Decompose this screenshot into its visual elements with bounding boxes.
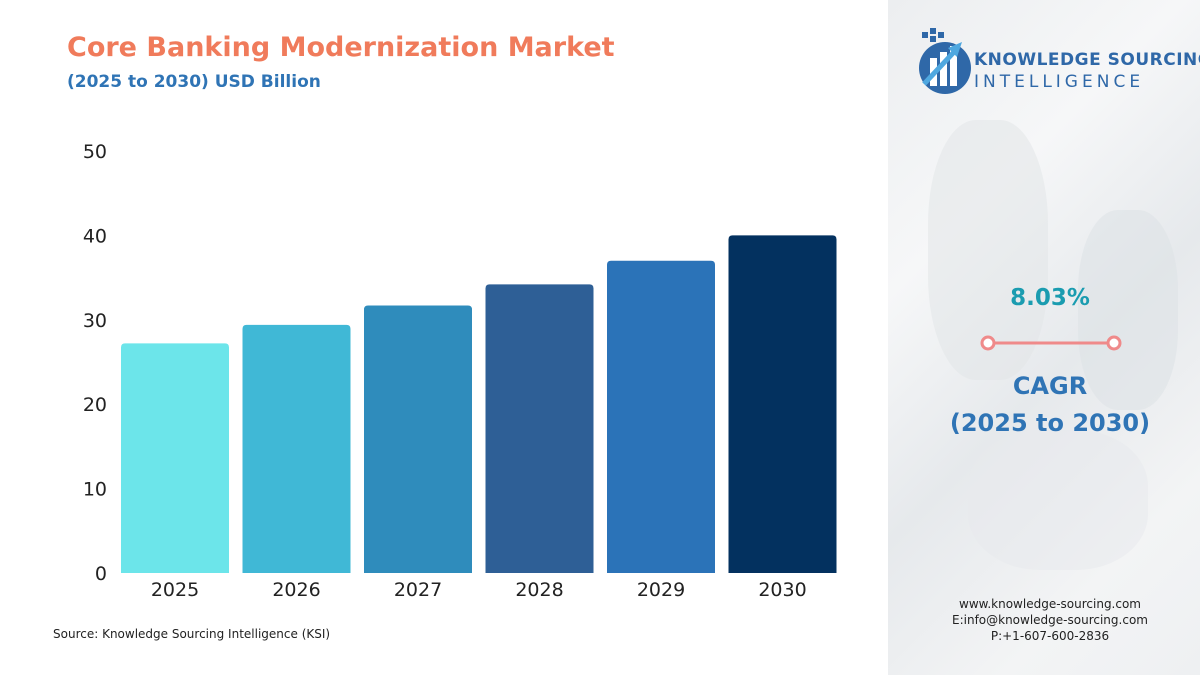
source-note: Source: Knowledge Sourcing Intelligence …: [53, 627, 331, 641]
y-tick-label: 0: [95, 563, 107, 585]
chart-subtitle: (2025 to 2030) USD Billion: [67, 72, 321, 92]
cagr-label-line1: CAGR: [1012, 372, 1088, 400]
y-axis: 0 10 20 30 40 50: [83, 141, 107, 585]
background-decoration: [1078, 210, 1178, 410]
x-tick-label: 2029: [637, 579, 685, 601]
cagr-label-line2: (2025 to 2030): [949, 409, 1151, 437]
phone-number: P:+1-607-600-2836: [990, 629, 1110, 643]
bars-group: [121, 235, 837, 573]
website-link[interactable]: www.knowledge-sourcing.com: [959, 597, 1141, 611]
bar-2029: [607, 260, 715, 573]
x-tick-label: 2026: [272, 579, 320, 601]
brand-name-line2: INTELLIGENCE: [974, 72, 1145, 92]
bar-2030: [728, 235, 837, 573]
y-tick-label: 40: [83, 225, 107, 247]
right-panel: [888, 0, 1200, 675]
x-tick-label: 2030: [758, 579, 806, 601]
bar-2027: [364, 305, 472, 573]
brand-name-line1: KNOWLEDGE SOURCING: [974, 50, 1200, 70]
x-tick-label: 2028: [515, 579, 563, 601]
y-tick-label: 30: [83, 310, 107, 332]
background-decoration: [968, 430, 1148, 570]
cagr-divider: [980, 335, 1122, 351]
x-tick-label: 2027: [394, 579, 442, 601]
x-tick-label: 2025: [151, 579, 199, 601]
bar-2025: [121, 343, 229, 573]
x-axis: 2025 2026 2027 2028 2029 2030: [151, 579, 807, 601]
bar-arrow-globe-icon: [919, 28, 971, 94]
y-tick-label: 20: [83, 394, 107, 416]
cagr-label: CAGR (2025 to 2030): [888, 368, 1200, 442]
bar-2028: [485, 284, 594, 573]
brand-logo[interactable]: KNOWLEDGE SOURCING INTELLIGENCE: [888, 0, 1200, 110]
contact-info: www.knowledge-sourcing.com E:info@knowle…: [900, 596, 1200, 644]
bar-2026: [242, 324, 351, 573]
cagr-value: 8.03%: [1010, 285, 1090, 311]
email-link[interactable]: E:info@knowledge-sourcing.com: [952, 613, 1148, 627]
y-tick-label: 50: [83, 141, 107, 163]
chart-title: Core Banking Modernization Market: [67, 32, 615, 63]
y-tick-label: 10: [83, 479, 107, 501]
